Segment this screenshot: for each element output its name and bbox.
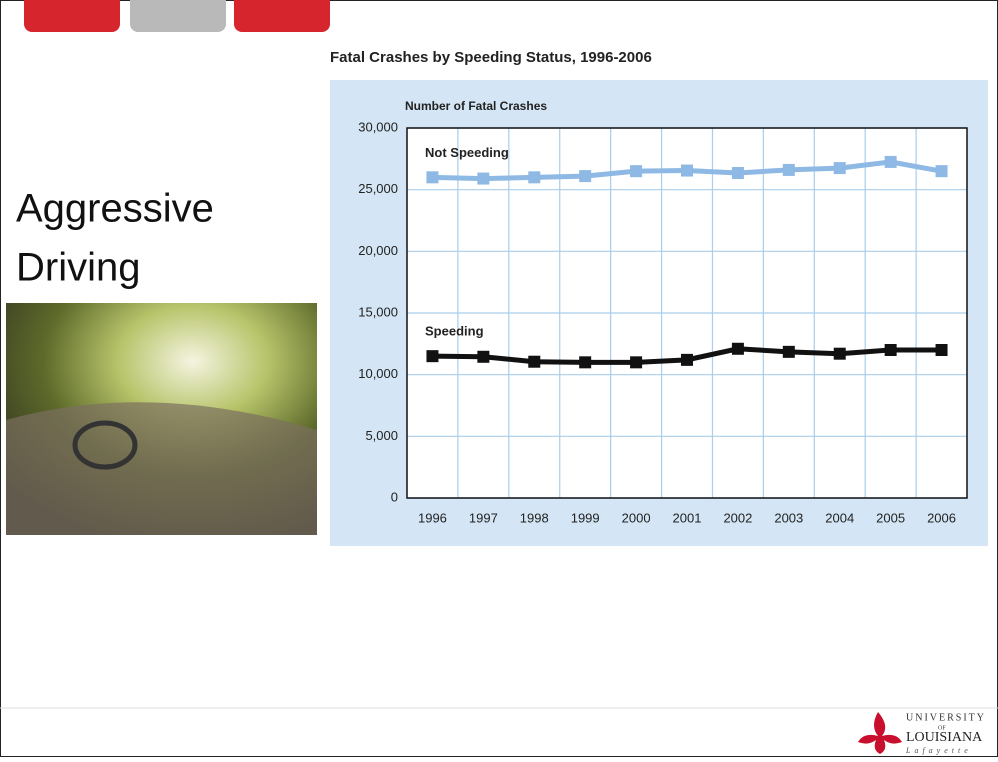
series-marker (426, 350, 439, 363)
y-tick-label: 5,000 (365, 428, 398, 443)
x-tick-label: 2006 (927, 510, 956, 525)
series-marker (935, 165, 948, 178)
series-marker (477, 350, 490, 363)
photo-car (6, 402, 317, 535)
x-tick-label: 2003 (774, 510, 803, 525)
y-tick-label: 15,000 (358, 304, 398, 319)
y-tick-label: 20,000 (358, 243, 398, 258)
logo-text: Lafayette (905, 746, 972, 755)
series-marker (528, 171, 541, 184)
tab (234, 0, 330, 32)
y-tick-label: 10,000 (358, 366, 398, 381)
chart-title: Fatal Crashes by Speeding Status, 1996-2… (330, 49, 652, 66)
y-tick-label: 25,000 (358, 181, 398, 196)
y-axis-label: Number of Fatal Crashes (405, 99, 547, 113)
tab (130, 0, 226, 32)
x-tick-label: 1999 (571, 510, 600, 525)
x-tick-label: 2002 (723, 510, 752, 525)
series-label: Speeding (425, 324, 484, 339)
series-marker (630, 165, 643, 178)
y-tick-label: 30,000 (358, 119, 398, 134)
slide-title: Aggressive (16, 187, 214, 231)
logo-text: UNIVERSITY (906, 712, 986, 723)
logo-fleur (858, 712, 902, 754)
series-marker (884, 155, 897, 168)
series-marker (528, 355, 541, 368)
photo-wheel (72, 420, 138, 470)
series-marker (731, 167, 744, 180)
slide-title: Driving (16, 246, 140, 290)
series-marker (833, 347, 846, 360)
series-marker (731, 342, 744, 355)
x-tick-label: 1997 (469, 510, 498, 525)
series-marker (681, 164, 693, 177)
plot-frame (406, 127, 968, 499)
series-marker (630, 356, 643, 369)
series-marker (426, 171, 439, 184)
x-tick-label: 1996 (418, 510, 447, 525)
series-marker (935, 344, 948, 356)
x-tick-label: 2001 (673, 510, 702, 525)
x-tick-label: 2000 (622, 510, 651, 525)
series-marker (579, 170, 592, 183)
series-marker (579, 356, 592, 369)
series-marker (477, 172, 490, 185)
series-marker (884, 344, 897, 356)
tab (24, 0, 120, 32)
series-marker (681, 353, 693, 366)
series-marker (782, 163, 795, 176)
logo-text: LOUISIANA (906, 730, 983, 745)
x-tick-label: 2005 (876, 510, 905, 525)
series-marker (833, 162, 846, 175)
series-label: Not Speeding (425, 145, 509, 160)
x-tick-label: 1998 (520, 510, 549, 525)
x-tick-label: 2004 (825, 510, 854, 525)
y-tick-label: 0 (391, 489, 398, 504)
logo-text: OF (938, 725, 946, 731)
series-marker (782, 345, 795, 358)
